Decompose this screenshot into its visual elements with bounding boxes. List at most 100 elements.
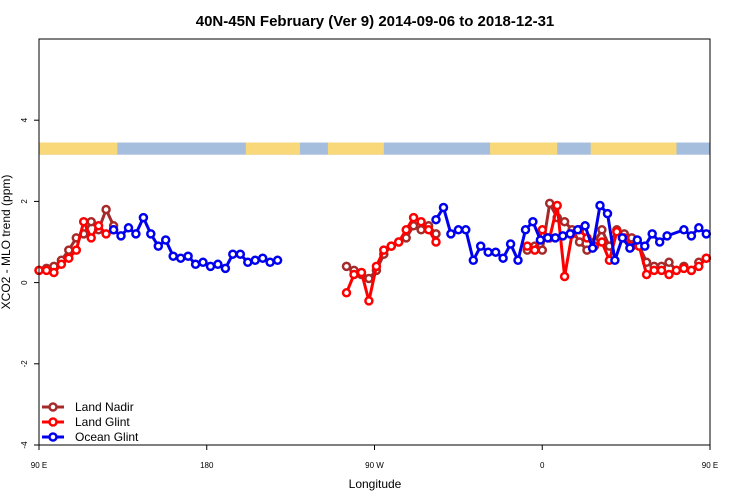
data-point <box>138 212 149 223</box>
data-point <box>257 253 268 263</box>
data-point <box>537 225 548 235</box>
data-point <box>438 202 449 213</box>
land-band-segment <box>590 142 677 155</box>
data-point <box>416 225 426 235</box>
y-tick-label: 4 <box>20 117 29 122</box>
x-tick-label: 90 E <box>31 461 47 470</box>
data-point <box>483 247 493 257</box>
data-point <box>640 241 650 251</box>
data-point <box>468 255 479 266</box>
legend-item: Land Glint <box>42 415 130 429</box>
data-point <box>78 216 89 227</box>
land-band-segment <box>39 142 118 155</box>
data-point <box>101 229 111 239</box>
data-point <box>56 259 67 270</box>
data-point <box>220 263 231 274</box>
data-point <box>520 225 531 235</box>
data-point <box>490 247 501 257</box>
data-point <box>64 253 74 263</box>
data-point <box>416 216 426 227</box>
data-point <box>349 269 359 280</box>
land-band-segment <box>490 142 558 155</box>
data-point <box>686 265 697 276</box>
legend-label: Ocean Glint <box>75 430 139 444</box>
data-point <box>86 216 96 227</box>
data-point <box>408 212 419 223</box>
data-point <box>701 253 712 263</box>
data-point <box>431 214 441 225</box>
data-point <box>168 251 178 261</box>
data-point <box>559 216 570 227</box>
legend-swatch-marker <box>48 432 58 442</box>
data-point <box>228 249 238 259</box>
y-tick-label: -2 <box>20 360 29 368</box>
data-point <box>364 273 374 284</box>
data-point <box>649 265 659 276</box>
data-point <box>153 241 164 251</box>
legend-item: Ocean Glint <box>42 430 139 444</box>
data-point <box>654 237 665 247</box>
data-point <box>625 243 635 253</box>
data-point <box>453 225 464 235</box>
data-point <box>475 241 486 251</box>
data-point <box>431 237 441 247</box>
y-axis: -4 -2 0 2 4 <box>20 117 39 449</box>
data-point <box>505 239 516 249</box>
data-point <box>580 221 590 231</box>
data-point <box>641 269 652 280</box>
x-tick-label: 0 <box>540 461 545 470</box>
y-tick-label: 0 <box>20 280 29 285</box>
legend-label: Land Nadir <box>75 400 134 414</box>
data-point <box>93 221 104 231</box>
data-point <box>265 257 275 268</box>
data-point <box>190 259 201 270</box>
data-point <box>198 257 208 268</box>
data-point <box>364 296 374 306</box>
data-point <box>243 257 253 268</box>
legend-label: Land Glint <box>75 415 130 429</box>
data-point <box>461 225 471 235</box>
data-point <box>597 225 607 235</box>
data-point <box>123 223 134 233</box>
data-point <box>701 229 712 239</box>
data-point <box>552 200 562 211</box>
data-point <box>401 225 411 235</box>
data-point <box>597 237 607 247</box>
data-point <box>183 251 193 261</box>
data-point <box>41 265 52 276</box>
data-point <box>543 233 553 243</box>
data-point <box>679 225 689 235</box>
data-point <box>671 265 682 276</box>
data-point <box>602 208 613 219</box>
data-point <box>101 204 111 215</box>
data-point <box>341 261 352 272</box>
data-point <box>371 261 382 272</box>
series-ocean-glint <box>108 200 712 274</box>
data-point <box>528 216 538 227</box>
data-point <box>610 255 620 266</box>
plot-series <box>34 198 712 306</box>
data-point <box>565 229 575 239</box>
data-point <box>647 229 657 239</box>
data-point <box>662 231 672 241</box>
data-point <box>86 233 96 243</box>
data-point <box>160 235 171 245</box>
x-axis: 90 E 180 90 W 0 90 E <box>31 445 718 470</box>
land-sea-band <box>39 142 710 155</box>
legend-swatch-marker <box>48 417 58 427</box>
data-point <box>686 231 697 241</box>
data-point <box>530 245 540 255</box>
x-tick-label: 90 W <box>365 461 384 470</box>
data-point <box>544 198 555 209</box>
data-point <box>423 225 434 235</box>
data-point <box>235 249 246 259</box>
y-axis-label: XCO2 - MLO trend (ppm) <box>0 175 13 310</box>
data-point <box>379 245 389 255</box>
data-point <box>71 245 82 255</box>
land-band-segment <box>327 142 384 155</box>
data-point <box>632 235 643 245</box>
data-point <box>572 225 583 235</box>
data-point <box>656 265 667 276</box>
